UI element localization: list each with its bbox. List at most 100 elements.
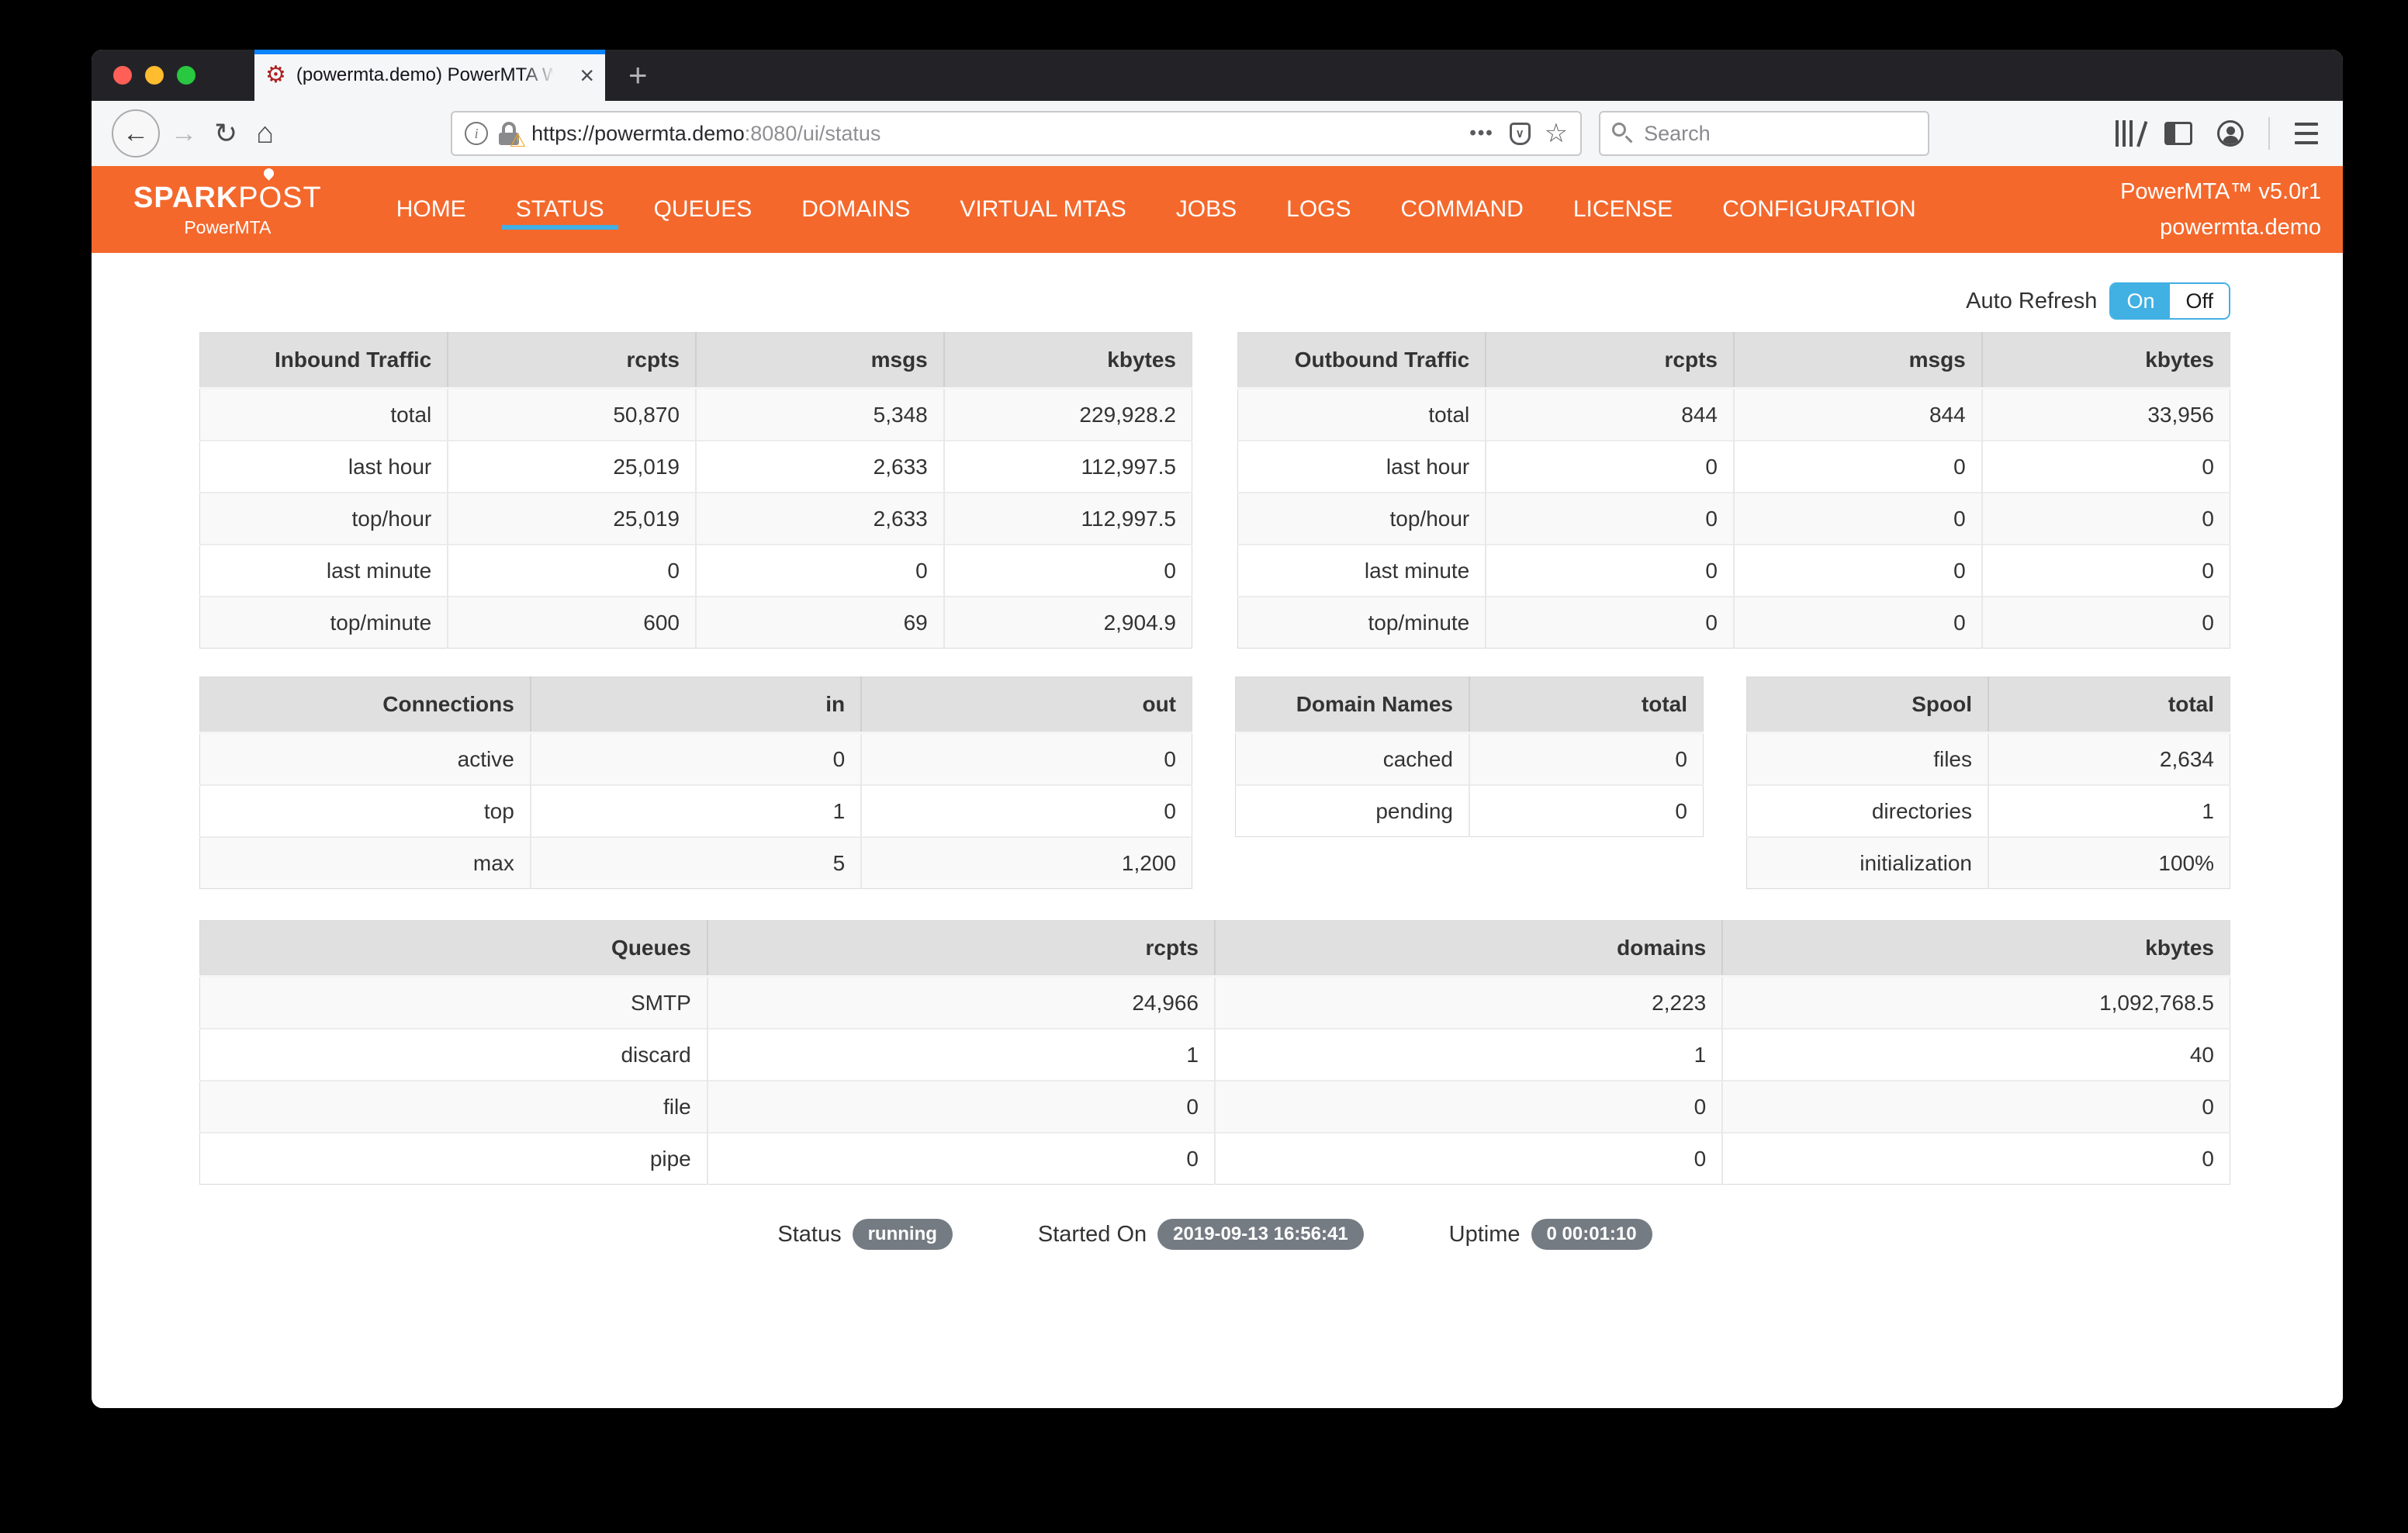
row-label: last hour <box>1237 440 1486 493</box>
back-button[interactable]: ← <box>112 109 160 157</box>
nav-item-status[interactable]: STATUS <box>491 166 629 253</box>
menu-hamburger-icon[interactable] <box>2295 123 2318 144</box>
brand-st: ST <box>282 181 322 214</box>
spool-table-title: Spool <box>1746 677 1988 734</box>
row-label: top/minute <box>1237 596 1486 649</box>
status-page-content: Auto Refresh On Off Inbound Traffic rcpts… <box>92 253 2343 1408</box>
new-tab-button[interactable]: + <box>628 57 648 93</box>
row-label: max <box>199 836 531 889</box>
sparkpost-logo[interactable]: SPARKPO ST PowerMTA <box>133 165 322 238</box>
nav-item-logs[interactable]: LOGS <box>1286 196 1351 222</box>
brand-p: P <box>238 181 259 214</box>
table-cell: 229,928.2 <box>943 387 1192 441</box>
table-cell: 1,092,768.5 <box>1721 975 2230 1029</box>
domain_names-col-total: total <box>1469 677 1704 734</box>
hostname-text: powermta.demo <box>2160 215 2321 240</box>
row-label: total <box>199 387 448 441</box>
inbound-table-title: Inbound Traffic <box>199 332 448 389</box>
home-button[interactable]: ⌂ <box>256 116 275 150</box>
table-cell: 844 <box>1733 387 1982 441</box>
queues-table-title: Queues <box>199 920 708 978</box>
tab-bar: ⚙ (powermta.demo) PowerMTA W × + <box>92 50 2343 101</box>
sparkpost-wordmark: SPARKPO ST <box>133 165 322 215</box>
middle-tables-row: Connections in out active 0 0 top 1 0 max 5 1,200 D… <box>199 677 2230 889</box>
page-info-icon[interactable]: i <box>465 122 489 145</box>
table-cell: 0 <box>706 1132 1215 1185</box>
outbound-row-top-minute: top/minute 0 0 0 <box>1237 596 2230 649</box>
nav-item-jobs[interactable]: JOBS <box>1175 196 1237 222</box>
url-bar[interactable]: i ⚠ https://powermta.demo:8080/ui/status… <box>451 111 1583 156</box>
nav-item-license[interactable]: LICENSE <box>1572 196 1673 222</box>
outbound-col-kbytes: kbytes <box>1981 332 2230 389</box>
domain_names-row-cached: cached 0 <box>1235 732 1704 785</box>
insecure-lock-icon[interactable]: ⚠ <box>499 121 526 151</box>
domain_names-row-pending: pending 0 <box>1235 784 1704 837</box>
search-bar[interactable] <box>1599 111 1930 156</box>
table-cell: 40 <box>1721 1028 2230 1081</box>
page-actions-icon[interactable]: ••• <box>1469 123 1494 144</box>
nav-item-command[interactable]: COMMAND <box>1400 196 1524 222</box>
queues-header-row: Queues rcpts domains kbytes <box>199 920 2230 978</box>
bookmark-star-icon[interactable]: ☆ <box>1544 119 1569 148</box>
row-label: top/minute <box>199 596 448 649</box>
status-label: Uptime <box>1448 1221 1521 1247</box>
table-cell: 1 <box>706 1028 1215 1081</box>
row-label: pipe <box>199 1132 708 1185</box>
outbound-row-top-hour: top/hour 0 0 0 <box>1237 492 2230 545</box>
table-cell: 0 <box>1733 492 1982 545</box>
tab-title-fade <box>521 54 565 101</box>
zoom-window-button[interactable] <box>177 66 195 85</box>
auto-refresh-off-button[interactable]: Off <box>2170 283 2229 319</box>
table-cell: 24,966 <box>706 975 1215 1029</box>
table-cell: 0 <box>529 732 862 785</box>
table-cell: 0 <box>1485 440 1734 493</box>
outbound-table: Outbound Traffic rcpts msgs kbytes total 844 8… <box>1237 332 2230 649</box>
spool-table: Spool total files 2,634 directories 1 initiali… <box>1746 677 2230 889</box>
outbound-row-total: total 844 844 33,956 <box>1237 387 2230 441</box>
row-label: total <box>1237 387 1486 441</box>
close-window-button[interactable] <box>113 66 132 85</box>
library-icon[interactable] <box>2116 120 2148 147</box>
nav-item-configuration[interactable]: CONFIGURATION <box>1722 196 1916 222</box>
account-icon[interactable] <box>2217 120 2244 147</box>
outbound-row-last-minute: last minute 0 0 0 <box>1237 544 2230 597</box>
lock-warning-icon: ⚠ <box>509 130 527 151</box>
row-label: directories <box>1746 784 1988 837</box>
nav-item-home[interactable]: HOME <box>396 196 466 222</box>
connections-header-row: Connections in out <box>199 677 1192 734</box>
table-cell: 69 <box>695 596 944 649</box>
nav-item-virtual-mtas[interactable]: VIRTUAL MTAS <box>960 196 1126 222</box>
minimize-window-button[interactable] <box>145 66 164 85</box>
auto-refresh-on-button[interactable]: On <box>2111 283 2171 319</box>
forward-button[interactable]: → <box>171 118 197 148</box>
search-input[interactable] <box>1642 120 1918 147</box>
row-label: discard <box>199 1028 708 1081</box>
pocket-icon[interactable]: ∨ <box>1509 122 1531 145</box>
table-cell: 0 <box>447 544 696 597</box>
status-badge: running <box>852 1219 953 1250</box>
active-tab[interactable]: ⚙ (powermta.demo) PowerMTA W × <box>254 50 605 101</box>
row-label: SMTP <box>199 975 708 1029</box>
connections-row-active: active 0 0 <box>199 732 1192 785</box>
search-icon <box>1611 122 1635 145</box>
auto-refresh-label: Auto Refresh <box>1966 288 2098 313</box>
connections-col-in: in <box>529 677 862 734</box>
table-cell: 25,019 <box>447 440 696 493</box>
status-group-uptime: Uptime 0 00:01:10 <box>1449 1219 1652 1250</box>
queues-col-domains: domains <box>1213 920 1723 978</box>
reload-button[interactable]: ↻ <box>214 117 238 149</box>
toolbar-right-icons <box>2116 117 2323 150</box>
close-tab-icon[interactable]: × <box>580 61 594 89</box>
tab-title: (powermta.demo) PowerMTA W <box>296 64 552 85</box>
inbound-row-last-minute: last minute 0 0 0 <box>199 544 1192 597</box>
nav-item-queues[interactable]: QUEUES <box>653 196 752 222</box>
connections-row-max: max 5 1,200 <box>199 836 1192 889</box>
table-cell: 50,870 <box>447 387 696 441</box>
status-badge: 0 00:01:10 <box>1531 1219 1652 1250</box>
table-cell: 2,633 <box>695 492 944 545</box>
nav-item-domains[interactable]: DOMAINS <box>801 196 911 222</box>
domain_names-table-title: Domain Names <box>1235 677 1469 734</box>
connections-row-top: top 1 0 <box>199 784 1192 837</box>
sidebar-icon[interactable] <box>2164 122 2192 145</box>
table-cell: 33,956 <box>1981 387 2230 441</box>
